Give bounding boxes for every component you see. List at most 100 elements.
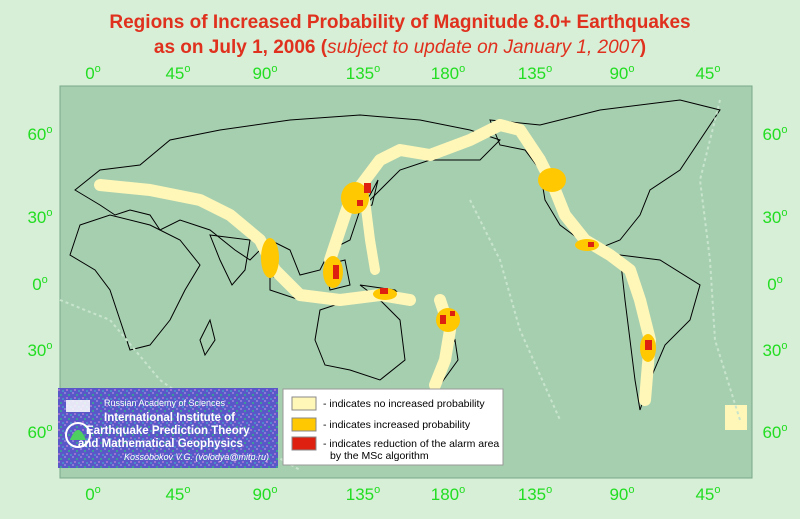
reduced-zones xyxy=(333,183,652,350)
degree-mark: o xyxy=(46,207,52,219)
institute-logo xyxy=(65,400,91,448)
longitude-label-number: 135 xyxy=(346,64,374,83)
longitude-label: 180o xyxy=(431,484,466,504)
degree-mark: o xyxy=(714,484,720,496)
degree-mark: o xyxy=(781,422,787,434)
longitude-label-number: 90 xyxy=(252,64,271,83)
latitude-label-number: 0 xyxy=(32,275,41,294)
institute-box xyxy=(58,388,278,468)
degree-mark: o xyxy=(42,274,48,286)
longitude-label: 45o xyxy=(695,63,720,83)
degree-mark: o xyxy=(271,63,277,75)
longitude-label: 45o xyxy=(695,484,720,504)
longitude-label: 135o xyxy=(518,484,553,504)
longitude-label-number: 0 xyxy=(85,64,94,83)
latitude-label-number: 60 xyxy=(27,125,46,144)
degree-mark: o xyxy=(95,63,101,75)
latitude-label: 30o xyxy=(762,207,787,227)
latitude-label-number: 60 xyxy=(27,423,46,442)
degree-mark: o xyxy=(374,484,380,496)
latitude-label: 60o xyxy=(27,422,52,442)
latitude-label-number: 60 xyxy=(762,125,781,144)
degree-mark: o xyxy=(46,340,52,352)
institute-name: Earthquake Prediction Theory xyxy=(86,425,250,437)
longitude-label-number: 45 xyxy=(165,64,184,83)
latitude-label-number: 30 xyxy=(27,341,46,360)
latitude-label: 60o xyxy=(27,124,52,144)
longitude-label: 90o xyxy=(252,63,277,83)
degree-mark: o xyxy=(46,124,52,136)
institute-name: and Mathematical Geophysics xyxy=(78,438,243,450)
longitude-label-number: 90 xyxy=(252,485,271,504)
degree-mark: o xyxy=(459,63,465,75)
title-line-1: Regions of Increased Probability of Magn… xyxy=(109,12,690,33)
title-line-2: as on July 1, 2006 (subject to update on… xyxy=(154,37,646,58)
title-close: ) xyxy=(640,37,646,58)
latitude-label-number: 30 xyxy=(762,341,781,360)
latitude-label: 60o xyxy=(762,422,787,442)
latitude-label: 0o xyxy=(32,274,48,294)
degree-mark: o xyxy=(546,63,552,75)
longitude-label: 180o xyxy=(431,63,466,83)
institute-academy: Russian Academy of Sciences xyxy=(104,398,226,408)
latitude-label: 30o xyxy=(762,340,787,360)
degree-mark: o xyxy=(184,63,190,75)
degree-mark: o xyxy=(781,340,787,352)
degree-mark: o xyxy=(271,484,277,496)
degree-mark: o xyxy=(628,484,634,496)
latitude-label-number: 30 xyxy=(762,208,781,227)
legend-swatch xyxy=(291,396,317,411)
degree-mark: o xyxy=(46,422,52,434)
longitude-label-number: 0 xyxy=(85,485,94,504)
longitude-label-number: 45 xyxy=(165,485,184,504)
latitude-label-number: 60 xyxy=(762,423,781,442)
legend-label: - indicates increased probability xyxy=(323,419,471,431)
longitude-label-number: 90 xyxy=(609,485,628,504)
degree-mark: o xyxy=(374,63,380,75)
institute-author: Kossobokov V.G. (volodya@mitp.ru) xyxy=(124,452,269,462)
degree-mark: o xyxy=(95,484,101,496)
longitude-label: 45o xyxy=(165,484,190,504)
degree-mark: o xyxy=(628,63,634,75)
plate-boundaries xyxy=(59,99,741,471)
legend-box xyxy=(282,388,504,466)
legend-swatch xyxy=(291,436,317,451)
legend-label: - indicates no increased probability xyxy=(323,398,485,410)
degree-mark: o xyxy=(777,274,783,286)
legend-swatch xyxy=(291,417,317,432)
latitude-label: 30o xyxy=(27,207,52,227)
latitude-label-number: 30 xyxy=(27,208,46,227)
longitude-label-number: 45 xyxy=(695,485,714,504)
degree-mark: o xyxy=(781,124,787,136)
longitude-label: 0o xyxy=(85,63,101,83)
latitude-label-number: 0 xyxy=(767,275,776,294)
longitude-label: 0o xyxy=(85,484,101,504)
longitude-label-number: 45 xyxy=(695,64,714,83)
longitude-label-number: 135 xyxy=(518,64,546,83)
degree-mark: o xyxy=(781,207,787,219)
degree-mark: o xyxy=(459,484,465,496)
latitude-label: 0o xyxy=(767,274,783,294)
longitude-label: 135o xyxy=(346,484,381,504)
longitude-label: 90o xyxy=(252,484,277,504)
longitude-label: 90o xyxy=(609,63,634,83)
longitude-label-number: 180 xyxy=(431,64,459,83)
longitude-label: 45o xyxy=(165,63,190,83)
longitude-label-number: 180 xyxy=(431,485,459,504)
latitude-label: 30o xyxy=(27,340,52,360)
legend-label: by the MSc algorithm xyxy=(330,450,429,462)
legend-label: - indicates reduction of the alarm area xyxy=(323,438,499,450)
degree-mark: o xyxy=(546,484,552,496)
longitude-label-number: 135 xyxy=(518,485,546,504)
degree-mark: o xyxy=(184,484,190,496)
title-date: as on July 1, 2006 ( xyxy=(154,37,328,58)
longitude-label: 90o xyxy=(609,484,634,504)
title-note: subject to update on January 1, 2007 xyxy=(327,37,641,58)
longitude-label-number: 90 xyxy=(609,64,628,83)
latitude-label: 60o xyxy=(762,124,787,144)
longitude-label: 135o xyxy=(518,63,553,83)
institute-name: International Institute of xyxy=(104,412,235,424)
degree-mark: o xyxy=(714,63,720,75)
